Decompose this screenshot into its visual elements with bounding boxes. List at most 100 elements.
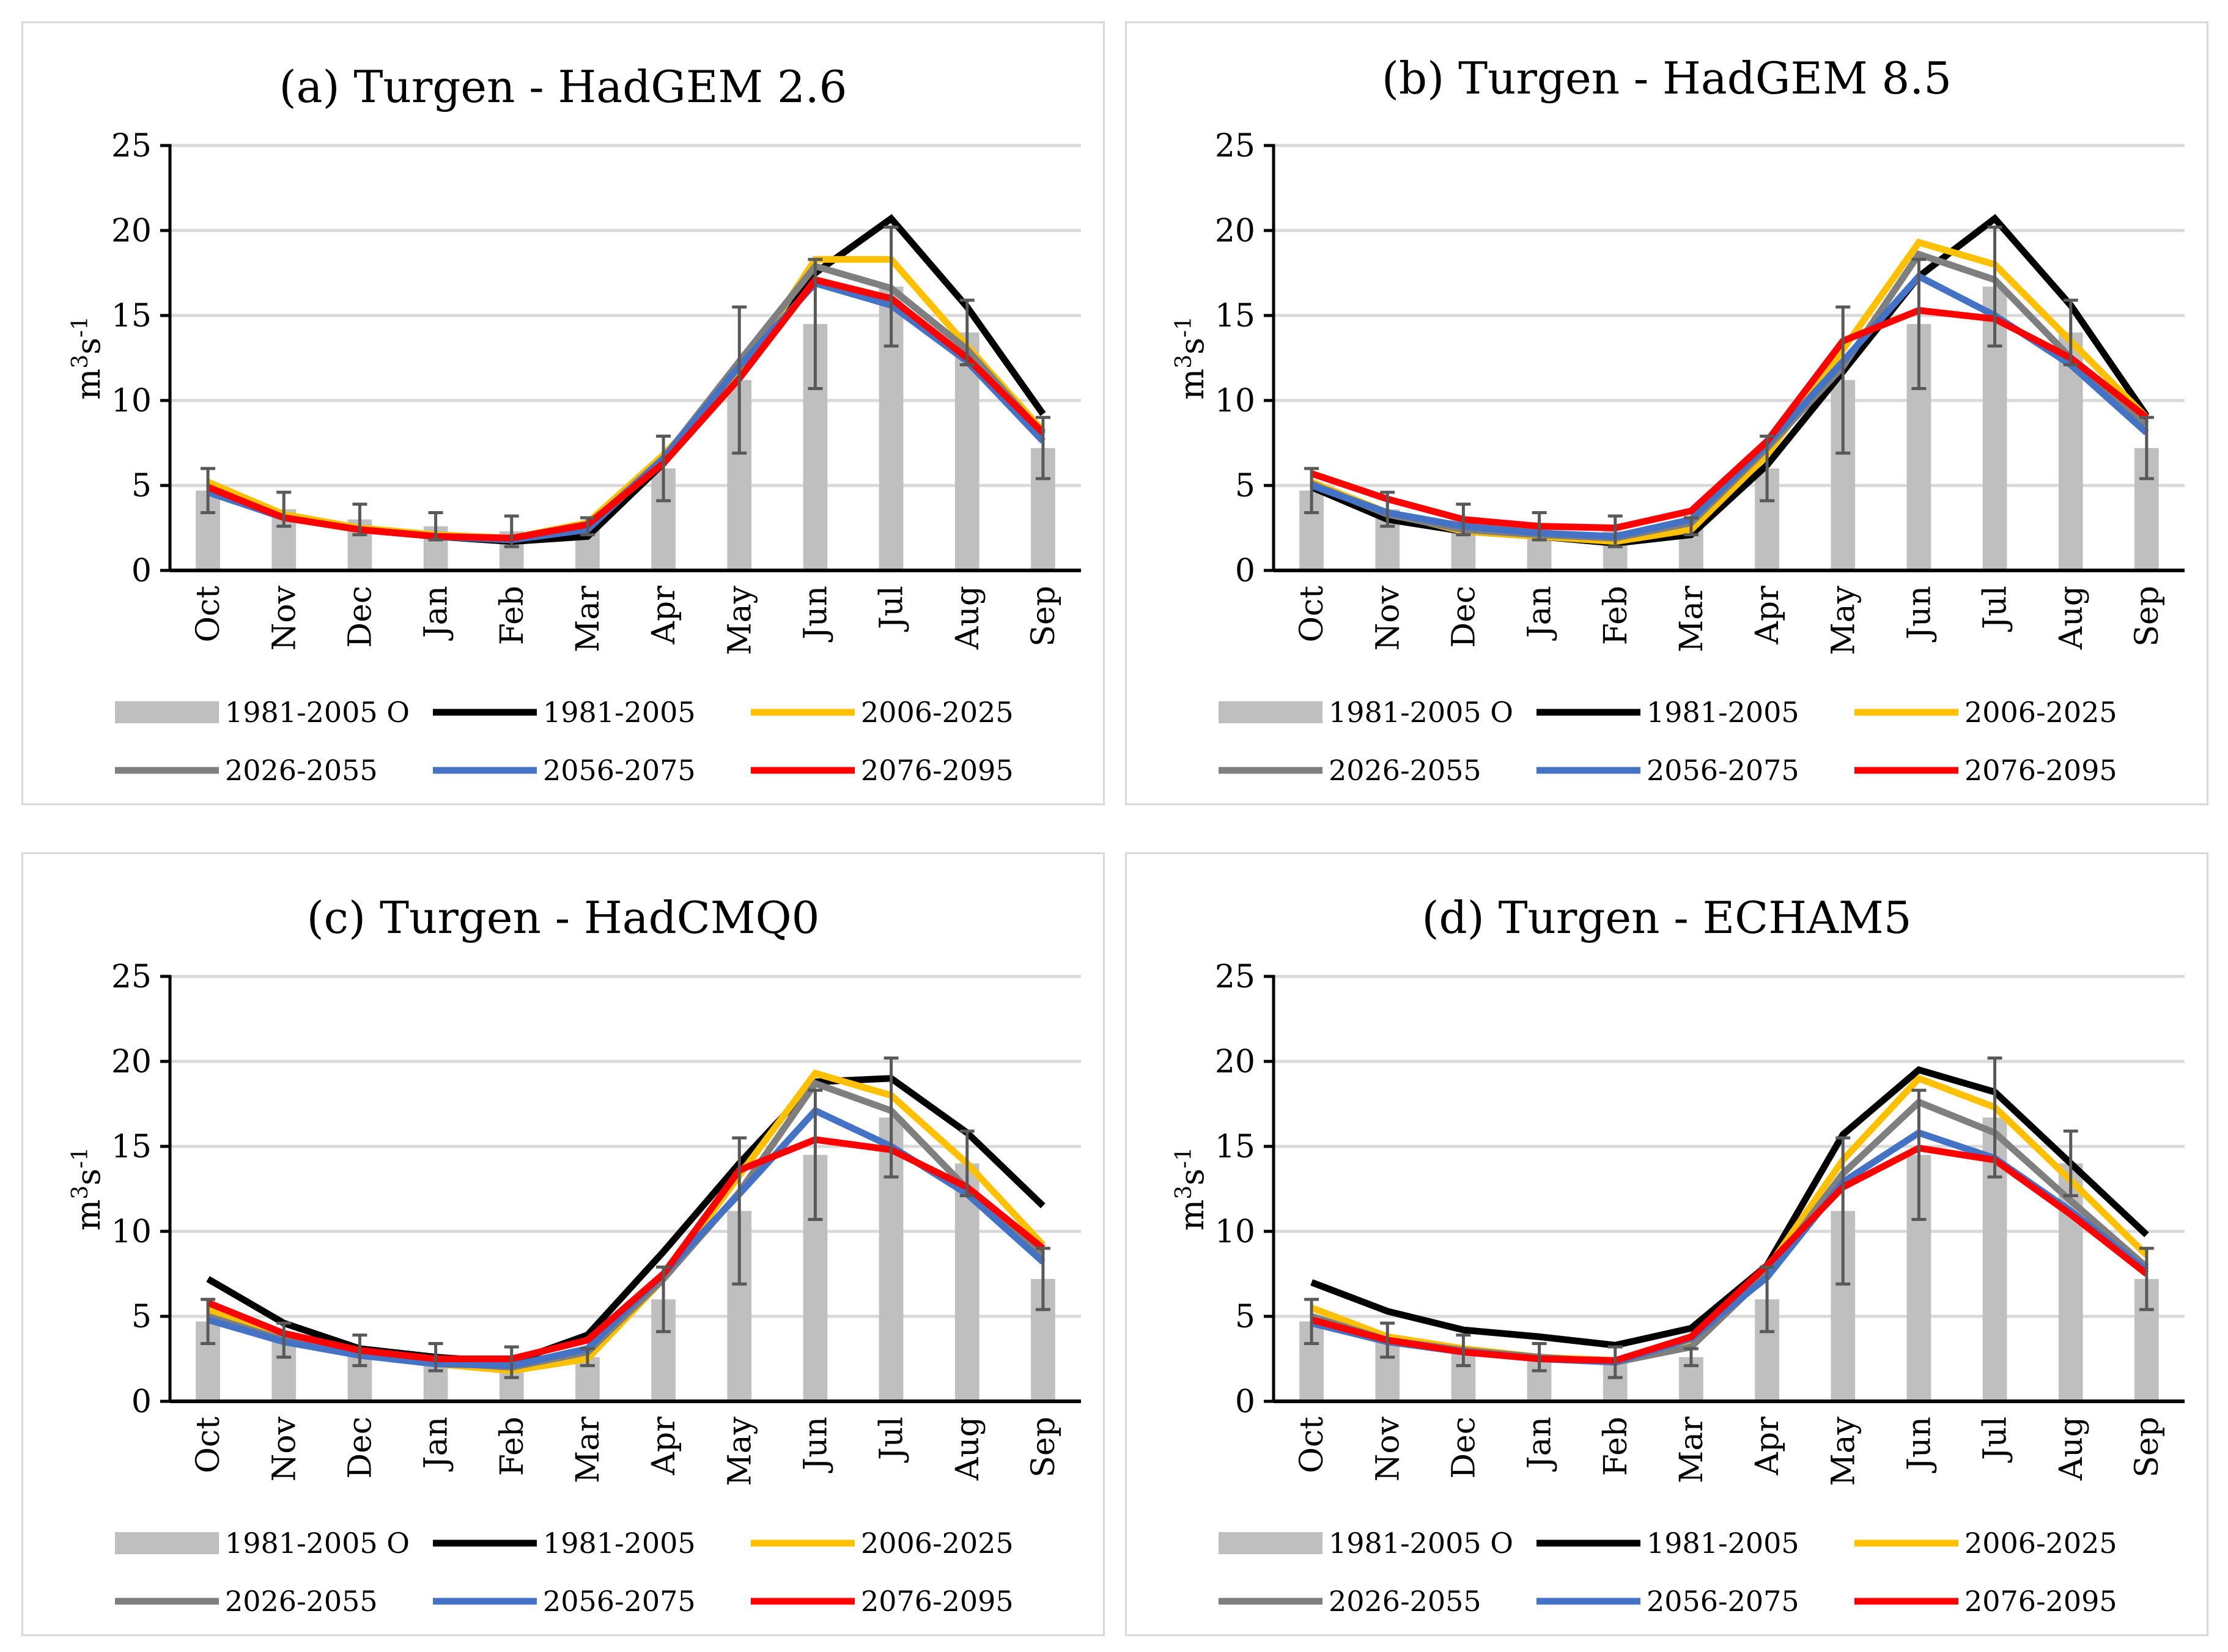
series-line-2006-2025 xyxy=(207,1069,1046,1374)
error-bar-Apr xyxy=(1760,434,1775,503)
y-axis-label: m3s-1 xyxy=(1171,316,1211,400)
error-bar-Nov xyxy=(1380,490,1395,528)
x-tick-label: Oct xyxy=(190,1417,227,1473)
error-bar-Jul xyxy=(1987,225,2002,348)
x-tick-label: Aug xyxy=(2053,1417,2090,1481)
x-tick-label: Dec xyxy=(1445,586,1482,648)
x-tick-label: Nov xyxy=(1370,585,1406,651)
x-tick-label: Jan xyxy=(418,1417,455,1472)
error-bar-Jan xyxy=(1532,511,1547,542)
legend-label: 2006-2025 xyxy=(861,696,1014,729)
error-bar-Sep xyxy=(1035,416,1050,481)
series-line-2056-2075 xyxy=(207,1106,1046,1370)
error-bar-Jan xyxy=(428,1341,443,1373)
chart-panel-b: (b) Turgen - HadGEM 8.5 0 5 10 15 20 25 m3s-1 O… xyxy=(1125,21,2208,805)
legend-item: 2076-2095 xyxy=(1854,754,2117,787)
x-tick-label: Sep xyxy=(1025,1417,1062,1478)
legend-item: 2076-2095 xyxy=(751,754,1014,787)
legend-item: 2056-2075 xyxy=(433,754,696,787)
x-tick-label: Jul xyxy=(874,1417,910,1463)
series-line-2056-2075 xyxy=(1310,1129,2149,1366)
error-bar-Jan xyxy=(428,511,443,542)
error-bar-Sep xyxy=(2139,1247,2154,1311)
legend-label: 1981-2005 xyxy=(543,1527,696,1560)
y-tick-label: 10 xyxy=(1215,383,1255,419)
x-tick-label: Aug xyxy=(950,586,986,650)
y-tick-label: 5 xyxy=(1235,468,1255,504)
legend-label: 2056-2075 xyxy=(543,754,696,787)
error-bar-Feb xyxy=(504,1345,519,1379)
series-line-2076-2095 xyxy=(207,276,1046,542)
y-tick-label: 5 xyxy=(1235,1299,1255,1335)
error-bar-Aug xyxy=(959,1129,975,1198)
error-bar-Aug xyxy=(2063,298,2078,367)
error-bar-Nov xyxy=(276,490,292,528)
x-tick-label: Jun xyxy=(1901,586,1938,643)
y-tick-label: 0 xyxy=(131,1384,152,1420)
error-bar-Oct xyxy=(201,1297,216,1345)
x-tick-label: Sep xyxy=(2129,586,2166,647)
x-tick-label: Feb xyxy=(1598,1417,1634,1476)
legend-label: 2006-2025 xyxy=(861,1527,1014,1560)
legend-item: 1981-2005 xyxy=(1536,1527,1799,1560)
legend-label: 1981-2005 O xyxy=(225,1527,410,1560)
legend-item: 2056-2075 xyxy=(1536,1585,1799,1618)
legend-item: 2006-2025 xyxy=(751,696,1014,729)
y-tick-label: 15 xyxy=(111,1129,152,1165)
series-line-2026-2055 xyxy=(207,1079,1046,1371)
x-tick-label: Dec xyxy=(1445,1417,1482,1479)
error-bar-Jun xyxy=(808,1088,823,1222)
x-tick-label: Nov xyxy=(266,1416,303,1481)
y-tick-label: 25 xyxy=(111,128,152,164)
legend-item: 1981-2005 xyxy=(433,1527,696,1560)
legend-label: 2076-2095 xyxy=(861,1585,1014,1618)
x-tick-label: Oct xyxy=(1294,586,1330,643)
x-tick-label: Oct xyxy=(1294,1417,1330,1473)
chart-panel-a: (a) Turgen - HadGEM 2.6 0 5 10 15 20 25 m3s-1 O… xyxy=(21,21,1105,805)
error-bar-Apr xyxy=(1760,1265,1775,1333)
error-bar-May xyxy=(1835,305,1851,455)
x-tick-label: Mar xyxy=(1673,586,1710,652)
x-tick-label: Nov xyxy=(1370,1416,1406,1481)
x-tick-label: Apr xyxy=(1749,586,1786,645)
error-bar-Feb xyxy=(504,514,519,548)
legend-item: 2026-2055 xyxy=(115,754,378,787)
error-bar-Jul xyxy=(883,1056,899,1179)
y-tick-label: 15 xyxy=(111,298,152,334)
x-tick-label: Sep xyxy=(1025,586,1062,647)
x-tick-label: Jan xyxy=(1522,1417,1558,1472)
legend-label: 2076-2095 xyxy=(1964,1585,2117,1618)
error-bar-Jun xyxy=(1911,1088,1927,1222)
error-bar-Oct xyxy=(201,466,216,514)
legend-swatch xyxy=(115,1532,219,1554)
x-tick-label: Apr xyxy=(646,586,682,645)
error-bar-Oct xyxy=(1304,1297,1319,1345)
y-tick-label: 0 xyxy=(1235,553,1255,589)
y-tick-label: 25 xyxy=(1215,959,1255,995)
legend-label: 1981-2005 xyxy=(543,696,696,729)
legend-swatch xyxy=(115,701,219,723)
error-bar-Jun xyxy=(1911,257,1927,391)
error-bar-Jan xyxy=(1532,1341,1547,1373)
x-tick-label: Nov xyxy=(266,585,303,651)
legend-item: 1981-2005 O xyxy=(115,696,410,729)
x-tick-label: Feb xyxy=(494,1417,531,1476)
error-bar-Jul xyxy=(883,225,899,348)
series-line-2076-2095 xyxy=(207,1136,1046,1362)
x-tick-label: Mar xyxy=(1673,1417,1710,1483)
legend-swatch xyxy=(1219,1532,1322,1554)
y-tick-label: 20 xyxy=(111,213,152,249)
series-line-2076-2095 xyxy=(1310,307,2149,532)
x-tick-label: Jun xyxy=(797,1417,834,1473)
error-bar-Feb xyxy=(1607,1345,1623,1379)
legend-label: 2026-2055 xyxy=(225,754,378,787)
chart-plot: 0 5 10 15 20 25 m3s-1 Oct Nov Dec Jan Feb Mar Apr May J… xyxy=(68,128,1081,787)
error-bar-Mar xyxy=(1683,1347,1699,1368)
legend-item: 1981-2005 xyxy=(1536,696,1799,729)
chart-title: (d) Turgen - ECHAM5 xyxy=(1422,892,1912,943)
x-tick-label: Jul xyxy=(1977,1417,2014,1463)
legend-label: 2006-2025 xyxy=(1964,696,2117,729)
legend-label: 2026-2055 xyxy=(1329,1585,1481,1618)
y-tick-label: 20 xyxy=(1215,213,1255,249)
legend-item: 1981-2005 O xyxy=(115,1527,410,1560)
